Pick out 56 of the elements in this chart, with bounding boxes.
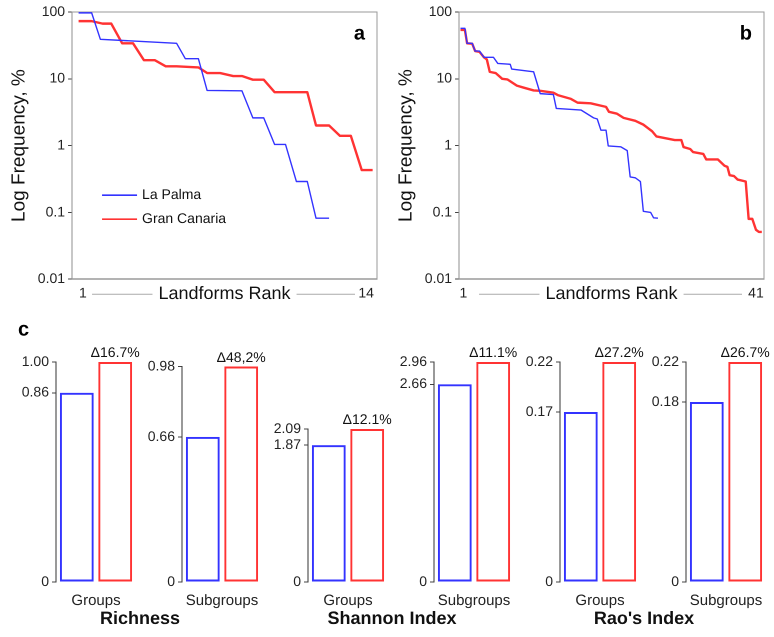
x-tick-label: Groups [575,592,625,610]
x-axis-title: Landforms Rank [158,283,292,304]
annotation: Δ27.2% [594,344,644,360]
y-tick-label: 2.09 [274,420,302,436]
annotation: Δ12.1% [342,411,392,427]
annotation: Δ16.7% [90,344,140,360]
y-tick-label: 0.01 [424,270,452,286]
y-tick-label: 0 [545,572,554,589]
x-axis-title: Landforms Rank [545,283,679,304]
y-tick-label: 1 [57,136,66,152]
y-tick-label: 0.01 [38,270,66,286]
text: Rao's Index [594,608,694,629]
text: c [18,318,30,341]
y-tick-label: 1.00 [22,352,50,369]
y-tick-label: 0.66 [148,428,176,444]
legend-label: La Palma [142,186,202,202]
y-tick-label: 0.22 [526,352,554,369]
y-tick-label: 0 [671,572,680,589]
x-tick-label: 1 [79,284,88,300]
y-tick-label: 10 [436,70,452,86]
y-tick-label: 0.22 [652,352,680,369]
y-tick-label: 0 [41,572,50,589]
y-tick-label: 0.98 [148,357,176,374]
y-tick-label: 1.87 [274,436,302,452]
annotation: Δ48,2% [216,348,266,365]
y-tick-label: 0.17 [526,402,554,419]
y-tick-label: 10 [49,70,66,86]
y-tick-label: 0.1 [46,203,66,220]
y-tick-label: 100 [42,2,66,19]
y-tick-label: 2.66 [400,375,428,392]
y-tick-label: 0.1 [432,203,452,220]
x-tick-label: 14 [358,284,374,300]
x-tick-label: Subgroups [690,592,762,610]
legend-label: Gran Canaria [142,210,226,226]
annotation: Δ26.7% [720,344,770,360]
y-tick-label: 0.86 [22,384,50,400]
x-tick-label: 1 [460,284,468,300]
annotation: Δ11.1% [469,344,518,360]
y-axis-title: Log Frequency, % [396,69,417,222]
x-tick-label: Groups [71,592,121,610]
x-tick-label: Subgroups [186,592,258,610]
text: Richness [100,608,180,629]
y-tick-label: 0 [167,572,176,589]
y-axis-title: Log Frequency, % [8,69,30,222]
x-tick-label: Subgroups [438,592,510,610]
x-tick-label: Groups [323,592,373,610]
x-tick-label: 41 [748,284,764,300]
annotation: b [740,22,752,45]
y-tick-label: 0.18 [652,392,680,409]
y-tick-label: 100 [428,2,452,19]
text: Shannon Index [327,608,456,629]
y-tick-label: 2.96 [400,352,428,369]
y-tick-label: 1 [444,136,452,152]
y-tick-label: 0 [419,572,428,589]
annotation: a [354,22,366,45]
y-tick-label: 0 [293,572,302,589]
